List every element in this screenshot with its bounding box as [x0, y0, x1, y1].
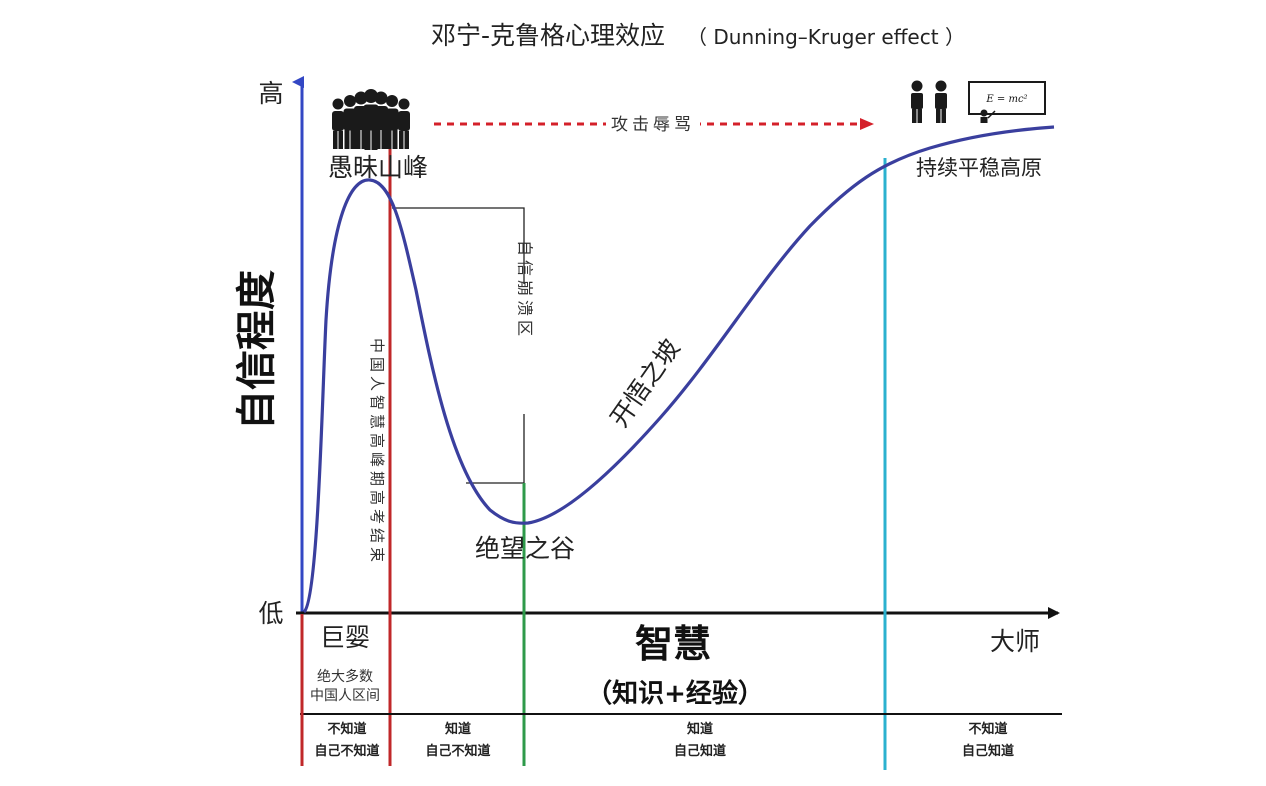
diagram-subtitle: （ Dunning–Kruger effect ） — [687, 25, 965, 49]
stage-3-line2: 自己知道 — [674, 743, 726, 759]
majority-note-line1: 绝大多数 — [317, 668, 373, 685]
valley-label: 绝望之谷 — [475, 534, 575, 563]
plateau-label: 持续平稳高原 — [916, 156, 1042, 180]
peak-label: 愚昧山峰 — [328, 153, 428, 182]
stage-1-line2: 自己不知道 — [314, 743, 379, 759]
collapse-zone-label-bg — [512, 284, 536, 414]
x-axis-label: 智慧 — [635, 622, 711, 666]
x-axis-sublabel: （知识+经验） — [586, 678, 764, 709]
stage-4-line1: 不知道 — [968, 721, 1007, 737]
attack-arrow-label: 攻击辱骂 — [611, 115, 695, 135]
y-axis-low-label: 低 — [258, 599, 283, 628]
blackboard-teacher-icon: E = mc² — [968, 81, 1046, 123]
stage-3: 知道 自己知道 — [674, 721, 726, 759]
x-axis-start-label: 巨婴 — [320, 623, 370, 652]
stage-1: 不知道 自己不知道 — [314, 721, 379, 759]
stage-3-line1: 知道 — [687, 721, 713, 737]
x-axis-end-label: 大师 — [990, 627, 1040, 656]
blackboard-formula: E = mc² — [985, 94, 1027, 105]
crowd-icon — [332, 89, 410, 150]
collapse-zone-label: 自信崩溃区 — [516, 240, 535, 340]
stage-4: 不知道 自己知道 — [962, 721, 1014, 759]
y-axis-label: 自信程度 — [234, 270, 280, 430]
stage-2-line1: 知道 — [445, 721, 471, 737]
y-axis-high-label: 高 — [258, 79, 283, 108]
stage-1-line1: 不知道 — [327, 721, 366, 737]
stage-2: 知道 自己不知道 — [425, 721, 490, 759]
red-line-note: 中国人智慧高峰期高考结束 — [368, 338, 386, 566]
two-people-icon — [911, 80, 947, 123]
collapse-zone-bracket — [392, 207, 525, 484]
stage-2-line2: 自己不知道 — [425, 743, 490, 759]
stage-4-line2: 自己知道 — [962, 743, 1014, 759]
majority-note-line2: 中国人区间 — [310, 688, 380, 704]
diagram-title: 邓宁-克鲁格心理效应 — [431, 21, 665, 50]
confidence-curve — [302, 125, 1055, 614]
slope-label: 开悟之坡 — [604, 334, 685, 433]
attack-arrow-label-bg — [606, 110, 700, 136]
